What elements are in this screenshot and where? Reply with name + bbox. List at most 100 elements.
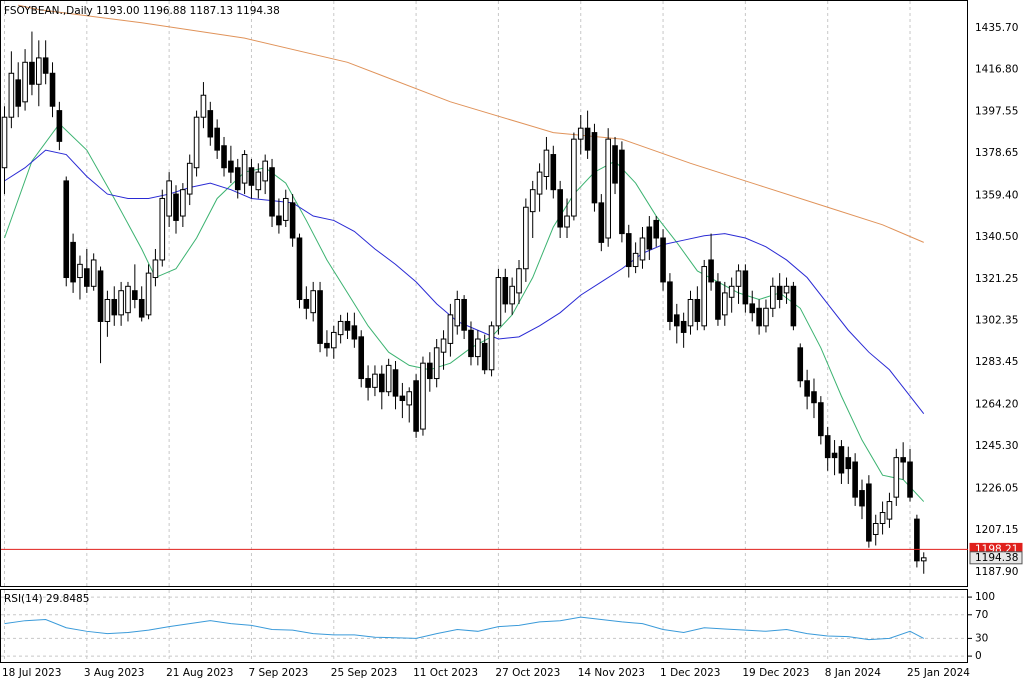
y-tick-label: 1302.35: [975, 315, 1018, 327]
candle-body: [632, 252, 639, 268]
candle-body: [667, 281, 673, 322]
candle-body: [413, 380, 419, 432]
main-pane: [0, 0, 968, 587]
candle-body: [646, 226, 653, 250]
candle-body: [42, 57, 49, 74]
candle-body: [893, 457, 900, 498]
candle-body: [502, 277, 509, 305]
candle-body: [241, 154, 248, 184]
price-label-box: [969, 551, 1023, 565]
candle-body: [324, 342, 330, 349]
candle-body: [577, 127, 584, 140]
candle-body: [392, 369, 399, 397]
candle-body: [303, 298, 310, 309]
x-tick-label: 25 Sep 2023: [331, 667, 398, 679]
candle-body: [728, 285, 735, 298]
candle-body: [454, 298, 461, 327]
candle-body: [186, 162, 193, 195]
y-tick-label: 1416.80: [975, 63, 1018, 75]
x-tick-label: 19 Dec 2023: [742, 667, 809, 679]
candle-body: [228, 160, 234, 173]
candle-body: [399, 395, 406, 402]
candle-body: [379, 373, 385, 393]
candle-body: [845, 457, 852, 470]
x-tick-label: 7 Sep 2023: [248, 667, 308, 679]
y-tick-label: 1378.65: [975, 147, 1018, 159]
candle-body: [673, 314, 680, 327]
candle-body: [920, 557, 927, 562]
candle-body: [571, 138, 577, 217]
chart-title: FSOYBEAN.,Daily 1193.00 1196.88 1187.13 …: [4, 5, 280, 17]
candle-body: [200, 94, 207, 118]
candle-body: [138, 298, 145, 318]
candle-body: [159, 197, 166, 261]
candle-body: [118, 290, 124, 316]
y-tick-label: 70: [975, 609, 988, 621]
candle-body: [282, 197, 289, 221]
candle-body: [29, 61, 35, 85]
text-layer: 1435.70 1416.80 1397.55 1378.65 1359.40 1340.…: [2, 22, 1023, 679]
candle-body: [262, 160, 268, 182]
candle-body: [56, 110, 63, 142]
rsi-line: [4, 616, 924, 641]
candle-body: [36, 57, 42, 85]
candle-body: [310, 290, 316, 314]
y-tick-label: 1264.20: [975, 398, 1018, 410]
y-tick-label: 1226.05: [975, 482, 1018, 494]
candle-body: [797, 347, 804, 382]
candle-body: [255, 171, 262, 191]
candle-body: [722, 292, 728, 316]
y-tick-label: 1397.55: [975, 106, 1018, 118]
candle-body: [715, 281, 721, 320]
candle-body: [694, 298, 701, 322]
candle-body: [824, 435, 831, 459]
candle-body: [97, 270, 104, 322]
candle-body: [433, 347, 440, 380]
candle-body: [639, 237, 646, 261]
candle-body: [907, 461, 913, 498]
candle-body: [660, 237, 666, 283]
candle-body: [770, 285, 776, 309]
candle-body: [488, 325, 495, 371]
candle-body: [111, 298, 118, 316]
marks-layer: [1, 4, 968, 641]
candle-body: [276, 215, 282, 226]
x-tick-label: 3 Aug 2023: [84, 667, 145, 679]
candle-body: [173, 193, 179, 221]
candle-body: [104, 298, 111, 322]
moving-average: [4, 149, 925, 414]
y-tick-label: 1283.45: [975, 356, 1018, 368]
candle-body: [145, 272, 152, 316]
candle-body: [234, 167, 241, 191]
candle-body: [804, 380, 810, 397]
candle-body: [406, 391, 413, 406]
price-label: 1194.38: [975, 552, 1018, 564]
candle-body: [90, 259, 97, 287]
moving-average: [4, 123, 925, 502]
candle-body: [125, 285, 131, 314]
candle-body: [708, 259, 714, 283]
candle-body: [516, 268, 522, 294]
candle-body: [427, 362, 433, 380]
x-tick-label: 21 Aug 2023: [166, 667, 233, 679]
candle-body: [289, 202, 296, 239]
candle-body: [619, 149, 625, 235]
y-tick-label: 100: [975, 591, 995, 603]
candle-body: [166, 180, 172, 217]
candle-body: [15, 79, 22, 107]
x-tick-label: 25 Jan 2024: [907, 667, 970, 679]
candle-body: [84, 268, 90, 287]
x-tick-label: 27 Oct 2023: [495, 667, 560, 679]
candle-body: [481, 342, 488, 371]
candle-body: [317, 290, 323, 344]
moving-average: [18, 4, 924, 243]
candle-body: [831, 452, 838, 459]
candle-body: [248, 167, 255, 186]
candle-body: [180, 189, 186, 217]
candle-body: [1, 116, 8, 169]
candle-body: [296, 237, 303, 300]
candle-body: [776, 285, 783, 300]
candle-body: [365, 378, 371, 388]
candle-body: [811, 391, 817, 404]
candle-body: [385, 364, 392, 393]
